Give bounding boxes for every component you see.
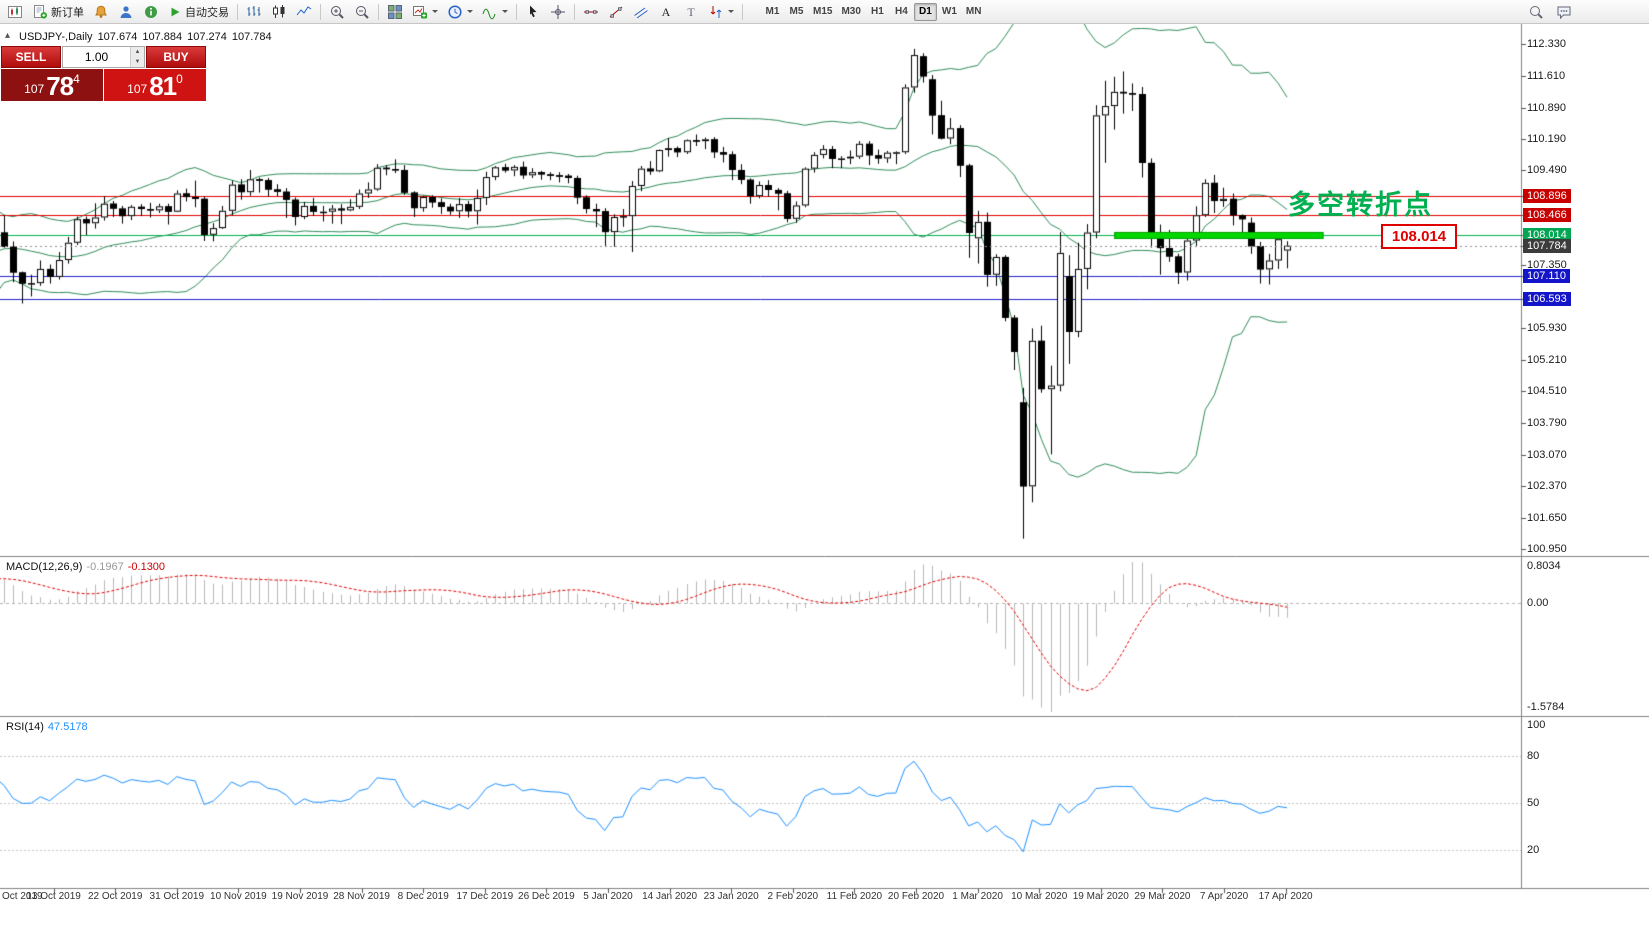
buy-price-big: 81 xyxy=(149,71,177,101)
sell-price-prefix: 107 xyxy=(24,82,45,96)
timeframe-button-m15[interactable]: M15 xyxy=(809,3,836,21)
zoom-in-icon[interactable] xyxy=(325,2,349,22)
svg-text:A: A xyxy=(662,5,671,19)
timeframe-button-m1[interactable]: M1 xyxy=(761,3,784,21)
price-callout-box[interactable]: 108.014 xyxy=(1381,224,1457,249)
macd-signal-value: -0.1300 xyxy=(127,561,166,573)
rsi-indicator-header: RSI(14) 47.5178 xyxy=(6,721,88,733)
timeframe-button-w1[interactable]: W1 xyxy=(938,3,961,21)
text-tool-icon[interactable]: A xyxy=(654,2,678,22)
info-icon[interactable] xyxy=(139,2,163,22)
ohlc-low: 107.274 xyxy=(187,31,227,43)
line-chart-icon[interactable] xyxy=(292,2,316,22)
ohlc-open: 107.674 xyxy=(97,31,138,43)
chevron-down-icon xyxy=(467,10,473,13)
zoom-out-icon[interactable] xyxy=(350,2,374,22)
buy-price-tile[interactable]: 107 81 0 xyxy=(104,69,206,101)
one-click-trade-panel: SELL ▲ ▼ BUY 107 78 4 107 81 0 xyxy=(1,46,206,101)
buy-button[interactable]: BUY xyxy=(146,46,206,68)
periods-clock-button[interactable] xyxy=(443,2,477,22)
turning-point-annotation[interactable]: 多空转折点 xyxy=(1288,190,1433,220)
chart-area: 112.330 111.610 110.890 110.190 109.490 107.3… xyxy=(0,24,1649,951)
chart-ohlc-header: USDJPY-,Daily 107.674 107.884 107.274 107.78… xyxy=(19,31,277,43)
one-click-collapse-icon[interactable]: ▴ xyxy=(5,30,11,41)
toolbar-separator xyxy=(378,3,379,20)
ohlc-high: 107.884 xyxy=(142,31,183,43)
toolbar-separator xyxy=(742,3,743,20)
rsi-name: RSI(14) xyxy=(6,721,44,733)
timeframe-group: M1 M5 M15 M30 H1 H4 D1 W1 MN xyxy=(761,2,986,21)
price-chart-canvas[interactable] xyxy=(0,24,1649,951)
macd-indicator-header: MACD(12,26,9) -0.1967 -0.1300 xyxy=(6,561,165,573)
timeframe-button-d1[interactable]: D1 xyxy=(913,2,937,21)
candlestick-chart-icon[interactable] xyxy=(267,2,291,22)
cursor-icon[interactable] xyxy=(521,2,545,22)
chevron-down-icon xyxy=(432,10,438,13)
date-scale[interactable] xyxy=(0,888,1521,916)
timeframe-button-h4[interactable]: H4 xyxy=(890,3,913,21)
crosshair-icon[interactable] xyxy=(546,2,570,22)
toolbar-separator xyxy=(237,3,238,20)
volume-box: ▲ ▼ xyxy=(62,46,145,68)
new-chart-button[interactable] xyxy=(408,2,442,22)
autotrading-play-icon xyxy=(168,5,182,19)
sell-price-big: 78 xyxy=(46,71,74,101)
sell-price-sup: 4 xyxy=(73,72,80,86)
horizontal-line-tool-icon[interactable] xyxy=(579,2,603,22)
toolbar-separator xyxy=(320,3,321,20)
sell-button[interactable]: SELL xyxy=(1,46,61,68)
volume-down-icon[interactable]: ▼ xyxy=(131,57,144,67)
community-person-icon[interactable] xyxy=(114,2,138,22)
timeframe-button-m5[interactable]: M5 xyxy=(785,3,808,21)
macd-name: MACD(12,26,9) xyxy=(6,561,83,573)
toolbar: 新订单 自动交易 A T M1 M5 M15 M30 H1 H4 D1 W1 MN xyxy=(0,0,1649,24)
timeframe-button-h1[interactable]: H1 xyxy=(866,3,889,21)
chevron-down-icon xyxy=(728,10,734,13)
autotrading-button[interactable]: 自动交易 xyxy=(164,2,233,22)
ohlc-close: 107.784 xyxy=(231,31,272,43)
volume-up-icon[interactable]: ▲ xyxy=(131,47,144,57)
toolbar-right-group xyxy=(1524,2,1576,22)
new-order-icon xyxy=(32,4,48,20)
buy-price-prefix: 107 xyxy=(127,82,148,96)
tile-windows-icon[interactable] xyxy=(383,2,407,22)
trendline-tool-icon[interactable] xyxy=(604,2,628,22)
svg-text:T: T xyxy=(687,5,695,19)
bar-chart-icon[interactable] xyxy=(242,2,266,22)
volume-input[interactable] xyxy=(63,47,130,67)
rsi-value: 47.5178 xyxy=(47,721,88,733)
toolbar-separator xyxy=(516,3,517,20)
indicators-button[interactable] xyxy=(478,2,512,22)
sell-price-tile[interactable]: 107 78 4 xyxy=(1,69,103,101)
alerts-bell-icon[interactable] xyxy=(89,2,113,22)
chat-icon[interactable] xyxy=(1552,2,1576,22)
new-order-button[interactable]: 新订单 xyxy=(28,2,88,22)
label-tool-icon[interactable]: T xyxy=(679,2,703,22)
channel-tool-icon[interactable] xyxy=(629,2,653,22)
autotrading-label: 自动交易 xyxy=(185,6,229,19)
macd-main-value: -0.1967 xyxy=(86,561,124,573)
app-chart-icon[interactable] xyxy=(3,2,27,22)
arrows-tool-button[interactable] xyxy=(704,2,738,22)
toolbar-separator xyxy=(574,3,575,20)
price-scale[interactable] xyxy=(1521,24,1649,888)
timeframe-button-m30[interactable]: M30 xyxy=(837,3,864,21)
volume-stepper: ▲ ▼ xyxy=(130,47,144,67)
search-icon[interactable] xyxy=(1524,2,1548,22)
buy-price-sup: 0 xyxy=(176,72,183,86)
timeframe-button-mn[interactable]: MN xyxy=(962,3,986,21)
chart-symbol-period: USDJPY-,Daily xyxy=(19,31,93,43)
chevron-down-icon xyxy=(502,10,508,13)
new-order-label: 新订单 xyxy=(51,6,84,19)
